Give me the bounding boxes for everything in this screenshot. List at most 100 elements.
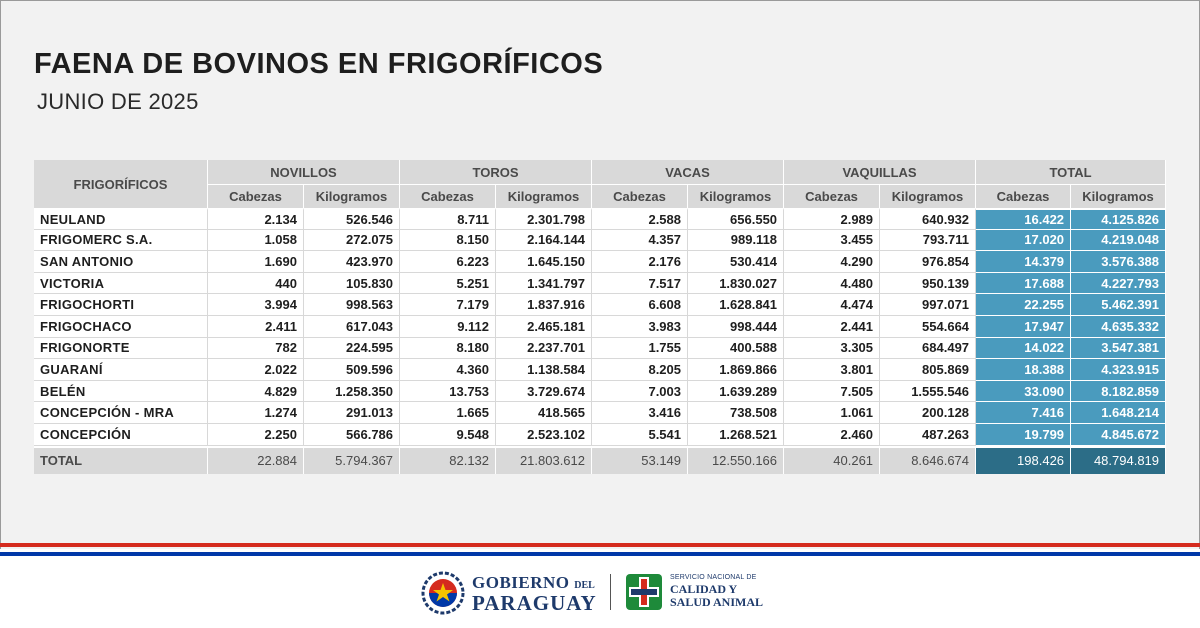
senacsa-wordmark: SERVICIO NACIONAL DE CALIDAD Y SALUD ANI… [670, 574, 763, 609]
table-row: VICTORIA 440 105.830 5.251 1.341.797 7.517 1.8… [34, 272, 1167, 295]
value-cell: 1.341.797 [496, 272, 593, 295]
table-row: FRIGOCHACO 2.411 617.043 9.112 2.465.181 3.98… [34, 315, 1167, 338]
slaughter-table: FRIGORÍFICOS NOVILLOS TOROS VACAS VAQUIL… [34, 160, 1167, 474]
paraguay-seal-icon [421, 571, 465, 615]
sub-header-cabezas: Cabezas [976, 184, 1072, 208]
value-cell: 1.268.521 [688, 423, 785, 446]
value-cell: 9.112 [400, 315, 497, 338]
row-total-cell: 1.648.214 [1071, 402, 1167, 424]
value-cell: 656.550 [688, 208, 785, 230]
value-cell: 2.022 [208, 359, 304, 381]
group-header-total: TOTAL [976, 160, 1167, 184]
senacsa-logo-icon [626, 574, 662, 610]
value-cell: 4.474 [784, 294, 881, 316]
grand-total-kilogramos: 48.794.819 [1071, 445, 1167, 474]
value-cell: 487.263 [880, 423, 977, 446]
total-cell: 5.794.367 [304, 445, 401, 474]
senacsa-line2: CALIDAD Y [670, 582, 738, 597]
footer-logos: GOBIERNO DEL PARAGUAY SERVICIO NACIONAL … [420, 568, 800, 616]
row-total-cell: 33.090 [976, 380, 1072, 403]
page-subtitle: JUNIO DE 2025 [37, 89, 199, 114]
row-total-cell: 3.576.388 [1071, 251, 1167, 273]
gobierno-wordmark: GOBIERNO DEL PARAGUAY [472, 574, 597, 614]
value-cell: 2.237.701 [496, 337, 593, 360]
value-cell: 9.548 [400, 423, 497, 446]
value-cell: 998.444 [688, 315, 785, 338]
frigorifico-name: BELÉN [34, 380, 208, 403]
value-cell: 1.690 [208, 251, 304, 273]
value-cell: 3.983 [592, 315, 689, 338]
value-cell: 4.290 [784, 251, 881, 273]
value-cell: 2.250 [208, 423, 304, 446]
frigorifico-name: GUARANÍ [34, 359, 208, 381]
value-cell: 2.164.144 [496, 229, 593, 252]
value-cell: 530.414 [688, 251, 785, 273]
row-total-cell: 4.125.826 [1071, 208, 1167, 230]
value-cell: 1.869.866 [688, 359, 785, 381]
value-cell: 997.071 [880, 294, 977, 316]
frigorifico-name: FRIGOCHORTI [34, 294, 208, 316]
value-cell: 6.223 [400, 251, 497, 273]
value-cell: 2.989 [784, 208, 881, 230]
table-row: NEULAND 2.134 526.546 8.711 2.301.798 2.588 65… [34, 208, 1167, 230]
value-cell: 3.416 [592, 402, 689, 424]
sub-header-cabezas: Cabezas [208, 184, 304, 208]
senacsa-line3: SALUD ANIMAL [670, 594, 764, 609]
total-label: TOTAL [34, 445, 208, 474]
group-header-novillos: NOVILLOS [208, 160, 401, 184]
value-cell: 1.755 [592, 337, 689, 360]
value-cell: 8.150 [400, 229, 497, 252]
group-header-toros: TOROS [400, 160, 593, 184]
table-row: BELÉN 4.829 1.258.350 13.753 3.729.674 7.003 1… [34, 380, 1167, 403]
table-row: FRIGONORTE 782 224.595 8.180 2.237.701 1.755 4… [34, 337, 1167, 360]
value-cell: 2.523.102 [496, 423, 593, 446]
table-row: CONCEPCIÓN 2.250 566.786 9.548 2.523.102 5.54… [34, 423, 1167, 446]
value-cell: 1.058 [208, 229, 304, 252]
frigorifico-name: CONCEPCIÓN [34, 423, 208, 446]
row-total-cell: 22.255 [976, 294, 1072, 316]
value-cell: 3.305 [784, 337, 881, 360]
frigorifico-name: CONCEPCIÓN - MRA [34, 402, 208, 424]
value-cell: 8.180 [400, 337, 497, 360]
value-cell: 4.829 [208, 380, 304, 403]
value-cell: 2.411 [208, 315, 304, 338]
value-cell: 440 [208, 272, 304, 295]
value-cell: 1.837.916 [496, 294, 593, 316]
value-cell: 4.360 [400, 359, 497, 381]
value-cell: 738.508 [688, 402, 785, 424]
group-header-vacas: VACAS [592, 160, 785, 184]
sub-header-kilogramos: Kilogramos [496, 184, 593, 208]
value-cell: 7.003 [592, 380, 689, 403]
table-row: FRIGOCHORTI 3.994 998.563 7.179 1.837.916 6.6… [34, 294, 1167, 316]
row-total-cell: 3.547.381 [1071, 337, 1167, 360]
row-total-cell: 17.947 [976, 315, 1072, 338]
sub-header-kilogramos: Kilogramos [688, 184, 785, 208]
frigorifico-name: FRIGONORTE [34, 337, 208, 360]
row-total-cell: 4.635.332 [1071, 315, 1167, 338]
value-cell: 805.869 [880, 359, 977, 381]
row-header: FRIGORÍFICOS [34, 160, 208, 208]
sub-header-cabezas: Cabezas [784, 184, 881, 208]
value-cell: 7.517 [592, 272, 689, 295]
value-cell: 1.628.841 [688, 294, 785, 316]
row-total-cell: 16.422 [976, 208, 1072, 230]
value-cell: 5.251 [400, 272, 497, 295]
value-cell: 7.179 [400, 294, 497, 316]
sub-header-row: Cabezas Kilogramos Cabezas Kilogramos Ca… [34, 184, 1167, 208]
value-cell: 3.801 [784, 359, 881, 381]
total-cell: 82.132 [400, 445, 497, 474]
value-cell: 1.061 [784, 402, 881, 424]
value-cell: 617.043 [304, 315, 401, 338]
value-cell: 4.357 [592, 229, 689, 252]
value-cell: 1.274 [208, 402, 304, 424]
grand-total-cabezas: 198.426 [976, 445, 1072, 474]
value-cell: 1.138.584 [496, 359, 593, 381]
footer-band [0, 556, 1200, 628]
flag-stripe-red [0, 543, 1200, 547]
row-total-cell: 14.022 [976, 337, 1072, 360]
value-cell: 8.711 [400, 208, 497, 230]
flag-stripe-white [0, 549, 1200, 552]
row-total-cell: 19.799 [976, 423, 1072, 446]
value-cell: 566.786 [304, 423, 401, 446]
value-cell: 526.546 [304, 208, 401, 230]
